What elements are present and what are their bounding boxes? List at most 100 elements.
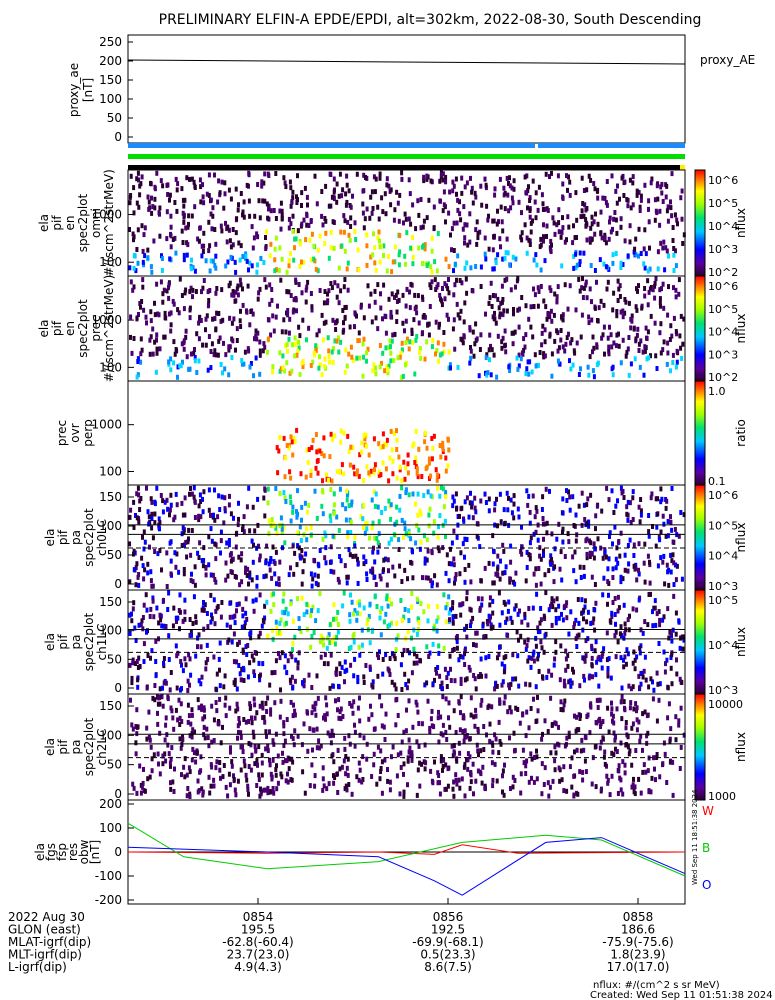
spectrogram-cell bbox=[302, 678, 306, 684]
spectrogram-cell bbox=[640, 305, 644, 311]
spectrogram-cell bbox=[305, 709, 309, 715]
spectrogram-cell bbox=[495, 683, 499, 689]
spectrogram-cell bbox=[330, 639, 334, 645]
proxy-ytick-label: 100 bbox=[99, 92, 122, 106]
spectrogram-cell bbox=[305, 601, 309, 607]
spectrogram-cell bbox=[631, 180, 635, 186]
spectrogram-cell bbox=[269, 711, 273, 717]
spectrogram-cell bbox=[259, 255, 263, 261]
spectrogram-cell bbox=[213, 262, 217, 268]
spectrogram-cell bbox=[305, 222, 309, 228]
spectrogram-cell bbox=[504, 654, 508, 660]
spectrogram-cell bbox=[326, 635, 330, 641]
spectrogram-cell bbox=[454, 176, 458, 182]
spectrogram-cell bbox=[501, 542, 505, 548]
spectrogram-cell bbox=[395, 475, 399, 481]
spectrogram-cell bbox=[214, 290, 218, 296]
spectrogram-cell bbox=[145, 629, 148, 635]
spectrogram-cell bbox=[293, 678, 297, 684]
spectrogram-cell bbox=[582, 616, 585, 622]
panel-ylabel-3: ela pif pa spec2plot ch0LC bbox=[43, 508, 109, 567]
spectrogram-cell bbox=[580, 490, 584, 496]
spectrogram-cell bbox=[659, 486, 663, 492]
spectrogram-cell bbox=[136, 170, 140, 176]
spectrogram-cell bbox=[131, 231, 135, 237]
panel-ylabel-line: ch1LC bbox=[95, 624, 109, 661]
spectrogram-cell bbox=[590, 781, 594, 787]
spectrogram-cell bbox=[496, 296, 500, 302]
spectrogram-cell bbox=[145, 485, 148, 491]
spectrogram-cell bbox=[411, 549, 414, 555]
spectrogram-cell bbox=[557, 521, 561, 527]
spectrogram-cell bbox=[419, 511, 423, 517]
spectrogram-cell bbox=[141, 780, 145, 786]
spectrogram-cell bbox=[178, 626, 181, 632]
spectrogram-cell bbox=[561, 344, 565, 350]
spectrogram-cell bbox=[471, 329, 475, 335]
spectrogram-cell bbox=[641, 630, 645, 636]
spectrogram-cell bbox=[392, 653, 396, 659]
spectrogram-cell bbox=[260, 623, 264, 629]
spectrogram-cell bbox=[635, 727, 639, 733]
spectrogram-cell bbox=[613, 524, 617, 530]
spectrogram-cell bbox=[231, 242, 235, 248]
spectrogram-cell bbox=[572, 568, 576, 574]
spectrogram-cell bbox=[436, 485, 440, 491]
spectrogram-cell bbox=[332, 569, 336, 575]
spectrogram-cell bbox=[668, 337, 672, 342]
spectrogram-cell bbox=[151, 695, 155, 701]
spectrogram-cell bbox=[672, 582, 676, 587]
spectrogram-cell bbox=[442, 341, 446, 347]
spectrogram-cell bbox=[346, 433, 350, 439]
spectrogram-cell bbox=[355, 774, 359, 780]
spectrogram-cell bbox=[381, 431, 385, 437]
spectrogram-cell bbox=[158, 520, 162, 526]
spectrogram-cell bbox=[304, 474, 308, 480]
spectrogram-cell bbox=[295, 562, 299, 568]
spectrogram-cell bbox=[603, 235, 607, 241]
spectrogram-cell bbox=[461, 226, 465, 232]
spectrogram-cell bbox=[488, 357, 491, 363]
spectrogram-cell bbox=[356, 247, 360, 253]
spectrogram-cell bbox=[132, 253, 136, 258]
spectrogram-cell bbox=[541, 201, 545, 207]
spectrogram-cell bbox=[469, 348, 473, 354]
spectrogram-cell bbox=[608, 534, 611, 539]
spectrogram-cell bbox=[376, 204, 380, 210]
spectrogram-cell bbox=[653, 197, 657, 203]
spectrogram-cell bbox=[304, 287, 308, 293]
spectrogram-cell bbox=[460, 190, 464, 196]
spectrogram-cell bbox=[433, 277, 437, 283]
spectrogram-cell bbox=[363, 530, 367, 536]
spectrogram-cell bbox=[182, 214, 186, 220]
spectrogram-cell bbox=[270, 670, 274, 676]
spectrogram-cell bbox=[557, 724, 560, 730]
spectrogram-cell bbox=[545, 520, 549, 526]
spectrogram-cell bbox=[539, 556, 543, 562]
spectrogram-cell bbox=[654, 777, 657, 783]
spectrogram-cell bbox=[512, 307, 515, 312]
spectrogram-cell bbox=[461, 654, 465, 660]
spectrogram-cell bbox=[270, 776, 274, 782]
spectrogram-cell bbox=[188, 794, 192, 799]
spectrogram-cell bbox=[513, 581, 517, 587]
spectrogram-cell bbox=[150, 269, 154, 275]
spectrogram-cell bbox=[338, 469, 342, 475]
spectrogram-cell bbox=[287, 766, 291, 772]
spectrogram-cell bbox=[648, 580, 652, 586]
spectrogram-cell bbox=[195, 750, 199, 756]
spectrogram-cell bbox=[647, 219, 651, 225]
spectrogram-cell bbox=[158, 526, 161, 532]
spectrogram-cell bbox=[578, 769, 582, 775]
spectrogram-cell bbox=[452, 708, 456, 714]
spectrogram-cell bbox=[239, 730, 243, 736]
spectrogram-cell bbox=[198, 540, 202, 546]
spectrogram-cell bbox=[410, 750, 414, 756]
spectrogram-cell bbox=[543, 765, 547, 771]
spectrogram-cell bbox=[402, 647, 406, 653]
spectrogram-cell bbox=[592, 555, 596, 561]
spectrogram-cell bbox=[463, 662, 467, 667]
spectrogram-cell bbox=[373, 535, 377, 541]
spectrogram-cell bbox=[245, 652, 249, 657]
spectrogram-cell bbox=[402, 761, 406, 767]
